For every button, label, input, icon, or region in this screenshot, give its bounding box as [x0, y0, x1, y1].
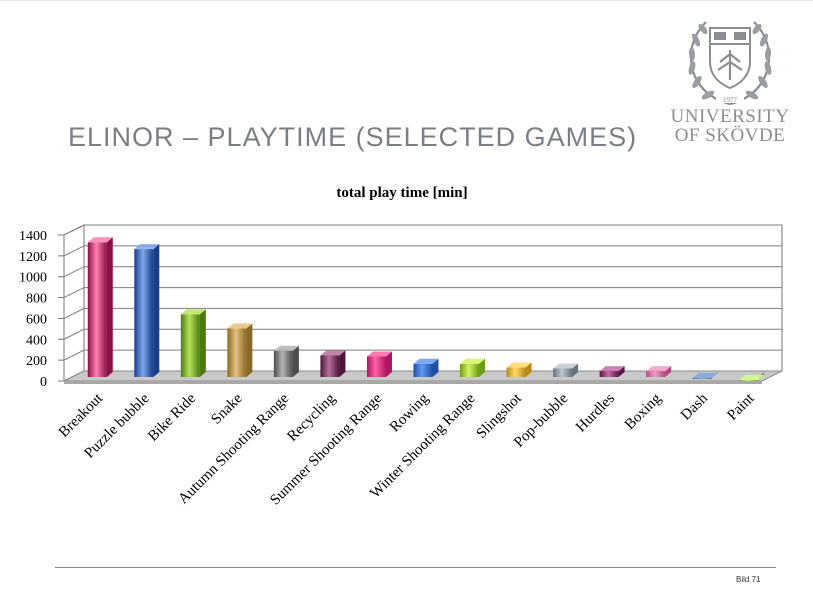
- bar: [180, 309, 206, 377]
- logo-skovde-text: OF SKÖVDE: [674, 125, 786, 146]
- x-tick-label: Hurdles: [573, 390, 618, 435]
- bar-side: [385, 351, 392, 377]
- bar-top: [553, 363, 579, 369]
- bar-top: [460, 358, 486, 364]
- bar-top: [599, 366, 625, 372]
- bar-side: [199, 309, 206, 377]
- bar-top: [413, 358, 439, 364]
- y-tick-label: 600: [26, 312, 47, 327]
- y-tick-label: 1400: [19, 229, 47, 244]
- bar: [599, 366, 625, 377]
- bar-top: [646, 366, 672, 372]
- x-tick-label: Paint: [724, 390, 758, 424]
- bar-top: [506, 362, 532, 368]
- bar-chart: total play time [min] 0 200 400 600 800 1000 1…: [19, 185, 783, 509]
- bar-side: [618, 366, 625, 377]
- bar-side: [525, 362, 532, 377]
- bar-front: [180, 314, 200, 377]
- x-tick-label: Boxing: [622, 390, 665, 433]
- bar: [646, 366, 672, 377]
- bar-front: [273, 350, 293, 377]
- chart-grid: [63, 224, 783, 384]
- bar-side: [665, 366, 672, 377]
- bar-top: [180, 309, 206, 315]
- seal-year: 1977: [723, 96, 738, 104]
- bar-side: [572, 363, 579, 377]
- bar-front: [599, 371, 619, 377]
- logo-university-text: UNIVERSITY: [670, 106, 790, 127]
- bar-side: [106, 237, 113, 377]
- university-logo: 1977 UNIVERSITY OF SKÖVDE: [666, 18, 794, 153]
- y-tick-label: 1200: [19, 250, 47, 265]
- y-tick-label: 400: [26, 333, 47, 348]
- bar: [506, 362, 532, 377]
- x-tick-label: Dash: [678, 390, 711, 423]
- bar: [739, 372, 765, 381]
- bar-top: [227, 323, 253, 329]
- bar: [460, 358, 486, 377]
- y-tick-label: 800: [26, 292, 47, 307]
- bar-front: [87, 242, 107, 377]
- bar-front: [739, 379, 759, 381]
- page-number: Bild 71: [736, 575, 761, 584]
- x-tick-label: Bike Ride: [145, 390, 199, 444]
- bar: [320, 350, 346, 377]
- y-axis: 0 200 400 600 800 1000 1200 1400: [19, 229, 64, 390]
- bar: [553, 363, 579, 377]
- bar-top: [320, 350, 346, 356]
- bar-side: [432, 358, 439, 377]
- x-tick-label: Rowing: [387, 390, 432, 435]
- bar-top: [87, 237, 113, 243]
- bar-front: [692, 377, 712, 379]
- bar: [366, 351, 392, 377]
- bar-front: [646, 371, 666, 377]
- x-tick-label: Snake: [208, 390, 245, 427]
- bar-front: [134, 249, 154, 377]
- y-tick-label: 0: [40, 375, 47, 390]
- bar-side: [246, 323, 253, 377]
- bar-top: [692, 372, 718, 378]
- university-seal-icon: 1977: [688, 21, 772, 106]
- slide-title: ELINOR – PLAYTIME (SELECTED GAMES): [68, 122, 638, 152]
- y-tick-label: 1000: [19, 271, 47, 286]
- bar-front: [553, 368, 573, 377]
- bar-front: [460, 363, 480, 377]
- bar: [87, 237, 113, 377]
- bottom-rule: [55, 567, 776, 568]
- bar: [227, 323, 253, 377]
- bar-front: [227, 328, 247, 377]
- bar-top: [739, 374, 765, 380]
- top-rule: [0, 0, 813, 1]
- bar-front: [366, 356, 386, 377]
- bar-top: [366, 351, 392, 357]
- bar-series: [87, 237, 765, 381]
- bar-top: [134, 244, 160, 250]
- chart-title: total play time [min]: [336, 185, 467, 201]
- bar-side: [292, 345, 299, 377]
- bar-side: [153, 244, 160, 377]
- bar-front: [413, 363, 433, 377]
- bar: [134, 244, 160, 377]
- bar: [273, 345, 299, 377]
- bar-top: [273, 345, 299, 351]
- bar: [413, 358, 439, 377]
- bar: [692, 372, 718, 379]
- y-tick-label: 200: [26, 354, 47, 369]
- bar-front: [506, 367, 526, 377]
- bar-side: [339, 350, 346, 377]
- bar-side: [479, 358, 486, 377]
- bar-front: [320, 355, 340, 377]
